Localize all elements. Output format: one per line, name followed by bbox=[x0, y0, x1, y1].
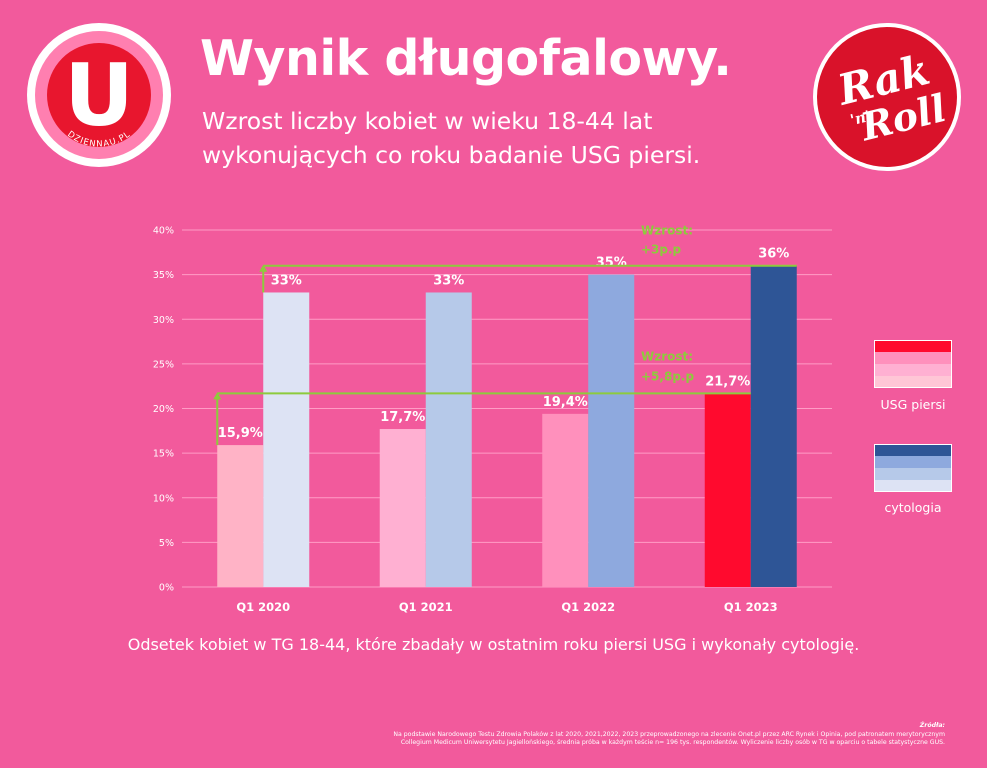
rak-n-roll-logo-mid: 'n' bbox=[848, 107, 872, 129]
source-line-1: Na podstawie Narodowego Testu Zdrowia Po… bbox=[393, 730, 945, 738]
y-tick-label: 40% bbox=[153, 226, 174, 237]
legend-swatch-usg bbox=[874, 340, 952, 388]
annotation-label: Wzrost: bbox=[641, 349, 693, 363]
annotation-value: +5,8p.p bbox=[641, 369, 694, 383]
source-line-2: Collegium Medicum Uniwersytetu Jagielloń… bbox=[400, 739, 945, 746]
bar bbox=[750, 265, 797, 587]
legend-swatch-band bbox=[874, 364, 952, 377]
bar bbox=[379, 429, 426, 587]
legend-swatch-border bbox=[874, 340, 952, 388]
bar bbox=[217, 445, 264, 587]
data-label: 15,9% bbox=[218, 426, 263, 441]
y-tick-label: 20% bbox=[153, 404, 174, 415]
bar bbox=[263, 292, 310, 587]
dziennau-logo: U DZIENNAU.PL bbox=[27, 23, 171, 167]
legend-swatch-cytologia bbox=[874, 444, 952, 492]
x-tick-label: Q1 2021 bbox=[399, 600, 453, 614]
source-title: Źródła: bbox=[919, 722, 945, 729]
data-label: 33% bbox=[271, 273, 302, 288]
legend-swatch-band bbox=[874, 352, 952, 365]
x-tick-label: Q1 2020 bbox=[236, 600, 290, 614]
legend-swatch-band bbox=[874, 376, 952, 388]
y-tick-label: 10% bbox=[153, 493, 174, 504]
page-subtitle: Wzrost liczby kobiet w wieku 18-44 lat w… bbox=[202, 104, 762, 172]
y-tick-label: 15% bbox=[153, 449, 174, 460]
bar bbox=[588, 274, 635, 587]
data-label: 19,4% bbox=[543, 395, 588, 410]
legend-label-usg: USG piersi bbox=[880, 397, 946, 412]
bar bbox=[542, 413, 589, 587]
chart-caption: Odsetek kobiet w TG 18-44, które zbadały… bbox=[127, 635, 860, 654]
legend-swatch-band bbox=[874, 340, 952, 353]
legend-swatch-band bbox=[874, 468, 952, 481]
bar bbox=[425, 292, 472, 587]
legend-swatch-band bbox=[874, 444, 952, 457]
y-tick-label: 5% bbox=[159, 538, 174, 549]
bar bbox=[704, 393, 751, 587]
dziennau-logo-letter: U bbox=[64, 46, 134, 146]
data-label: 21,7% bbox=[705, 374, 750, 389]
source-note: Źródła: Na podstawie Narodowego Testu Zd… bbox=[345, 722, 945, 748]
x-tick-label: Q1 2023 bbox=[724, 600, 778, 614]
growth-arrow-head bbox=[259, 264, 268, 272]
annotation-label: Wzrost: bbox=[641, 224, 693, 238]
rak-n-roll-logo: Rak 'n' Roll bbox=[813, 23, 961, 171]
subtitle-line-2: wykonujących co roku badanie USG piersi. bbox=[202, 141, 701, 169]
growth-arrow-head bbox=[213, 392, 222, 400]
annotation-value: +3p.p bbox=[641, 243, 682, 257]
subtitle-line-1: Wzrost liczby kobiet w wieku 18-44 lat bbox=[202, 107, 653, 135]
legend-label-cytologia: cytologia bbox=[884, 500, 942, 515]
data-label: 17,7% bbox=[380, 410, 425, 425]
legend-swatch-band bbox=[874, 456, 952, 469]
data-label: 35% bbox=[596, 256, 627, 271]
data-label: 33% bbox=[433, 273, 464, 288]
x-tick-label: Q1 2022 bbox=[561, 600, 615, 614]
legend-swatch-band bbox=[874, 480, 952, 492]
legend-swatch-border bbox=[874, 444, 952, 492]
y-tick-label: 25% bbox=[153, 359, 174, 370]
y-tick-label: 30% bbox=[153, 315, 174, 326]
data-label: 36% bbox=[758, 247, 789, 262]
page-title: Wynik długofalowy. bbox=[200, 30, 732, 87]
y-tick-label: 0% bbox=[159, 583, 174, 594]
y-tick-label: 35% bbox=[153, 270, 174, 281]
